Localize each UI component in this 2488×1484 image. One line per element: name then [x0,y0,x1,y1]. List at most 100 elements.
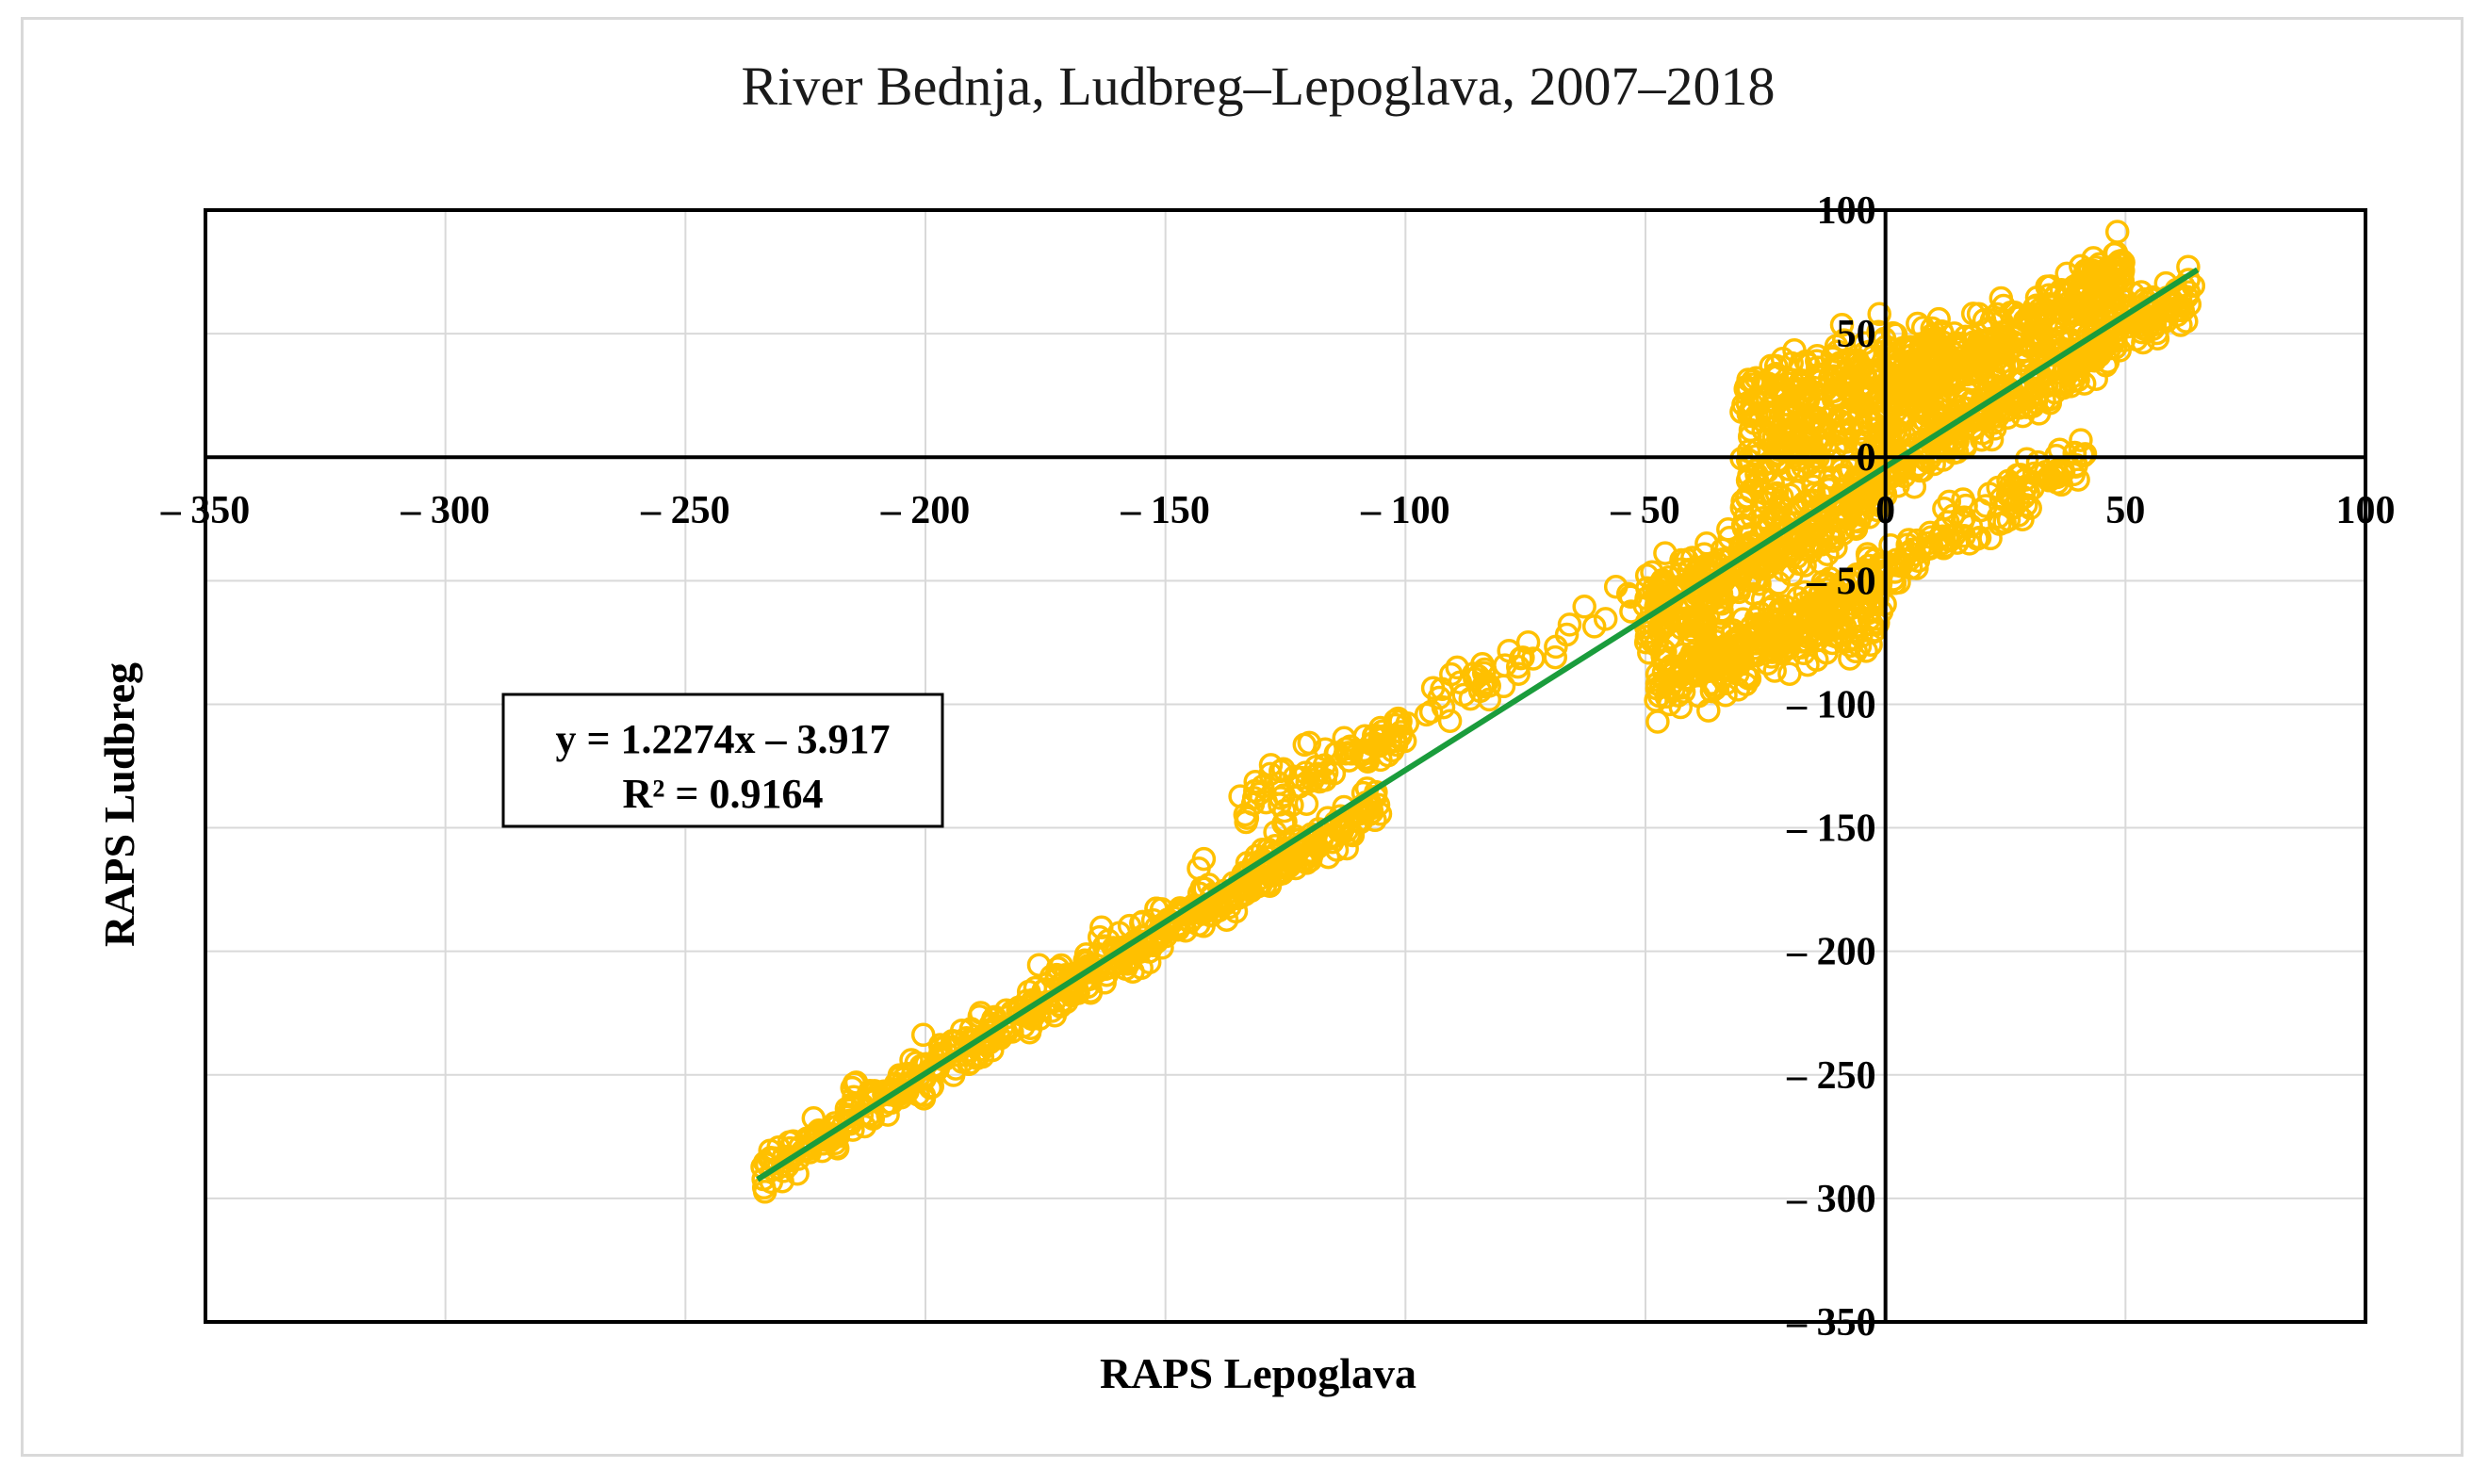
data-point [1728,639,1753,663]
data-point [1045,955,1071,981]
data-point [1904,388,1929,413]
data-point [1255,845,1280,870]
data-point [1645,676,1670,701]
data-point [1641,577,1666,601]
data-point [1392,728,1417,754]
y-tick-label: – 300 [1786,1178,1876,1221]
r-squared-text: R² = 0.9164 [622,771,823,817]
x-tick-label: – 50 [1610,489,1680,532]
data-point [1779,606,1805,630]
data-point [1793,528,1819,552]
x-tick-label: – 350 [160,489,251,532]
data-point [1581,614,1607,639]
data-point [1847,633,1873,659]
tick-label-layer: – 350 – 300 – 250 – 200 – 150 – 100 – 50 0 50 100… [160,189,2396,1345]
data-point [1917,530,1941,556]
data-point [1918,343,1943,367]
data-point [761,1157,785,1182]
data-point [1851,362,1876,386]
data-point [1935,399,1960,423]
data-point [1809,430,1835,455]
data-point [1805,365,1830,389]
data-point [1694,531,1719,556]
data-point [1915,383,1940,409]
data-point [1980,388,2005,413]
data-point [1777,661,1802,686]
data-point [1054,989,1079,1015]
x-tick-label: – 250 [640,489,730,532]
data-point [1572,595,1596,619]
data-point [1801,474,1825,499]
data-point [1923,424,1947,448]
x-tick-label: – 200 [880,489,971,532]
data-point [838,1094,863,1118]
data-point [1645,709,1670,734]
x-tick-label: – 100 [1360,489,1450,532]
x-tick-label: 50 [2105,489,2145,532]
data-point [1760,482,1786,507]
data-point [2007,305,2032,330]
data-point [1815,542,1840,566]
trendline [756,267,2200,1182]
chart-frame: River Bednja, Ludbreg–Lepoglava, 2007–20… [21,17,2463,1457]
data-point [1336,748,1362,773]
data-point [1727,579,1751,605]
trendline-equation-box: y = 1.2274x – 3.917 R² = 0.9164 [501,693,944,828]
data-point [1766,571,1792,595]
data-point [910,1022,936,1048]
data-point [1292,732,1318,758]
data-point [804,1127,829,1152]
data-point [1293,760,1318,785]
data-point [1906,311,1930,336]
data-point [1936,510,1960,534]
data-point [958,1051,983,1075]
data-point [2017,386,2041,411]
data-point [1073,942,1099,967]
data-point [1676,647,1701,673]
data-point [2001,476,2026,500]
data-point [1859,480,1884,505]
data-point [1414,702,1439,727]
data-point [837,1111,862,1136]
data-point [1271,757,1296,782]
data-point [1920,316,1944,341]
data-point [1258,761,1283,787]
equation-text: y = 1.2274x – 3.917 [555,716,890,762]
data-point [1891,380,1916,405]
data-point [1383,708,1408,733]
y-tick-label: 50 [1837,313,1876,356]
data-point [1247,781,1271,807]
data-point [1191,846,1217,872]
data-point [1933,533,1957,559]
data-point [1829,313,1855,337]
data-point [2014,493,2038,517]
data-point [1757,426,1781,451]
data-point [1332,810,1356,836]
y-tick-label: – 200 [1786,931,1876,974]
data-point [1328,816,1352,841]
data-point [1709,598,1734,623]
data-point [1302,763,1328,788]
data-point [1105,938,1129,963]
data-point [1543,644,1568,670]
data-point [777,1146,801,1170]
data-point [1877,465,1903,490]
data-point [1945,530,1970,555]
data-point [941,1063,966,1087]
data-point [1831,328,1857,352]
data-point [1828,409,1854,433]
data-point [1741,631,1766,656]
data-point [1106,921,1132,945]
data-point [1785,459,1809,483]
trend-layer [756,267,2200,1182]
data-point [1287,775,1312,799]
data-point [1719,659,1744,683]
data-point [2016,481,2040,505]
data-point [1826,583,1851,608]
data-point [2091,259,2116,284]
data-point [2071,351,2096,375]
y-tick-label: – 50 [1806,560,1876,603]
data-point [904,1051,929,1075]
data-point [1814,640,1839,665]
y-tick-label: 100 [1817,189,1876,233]
